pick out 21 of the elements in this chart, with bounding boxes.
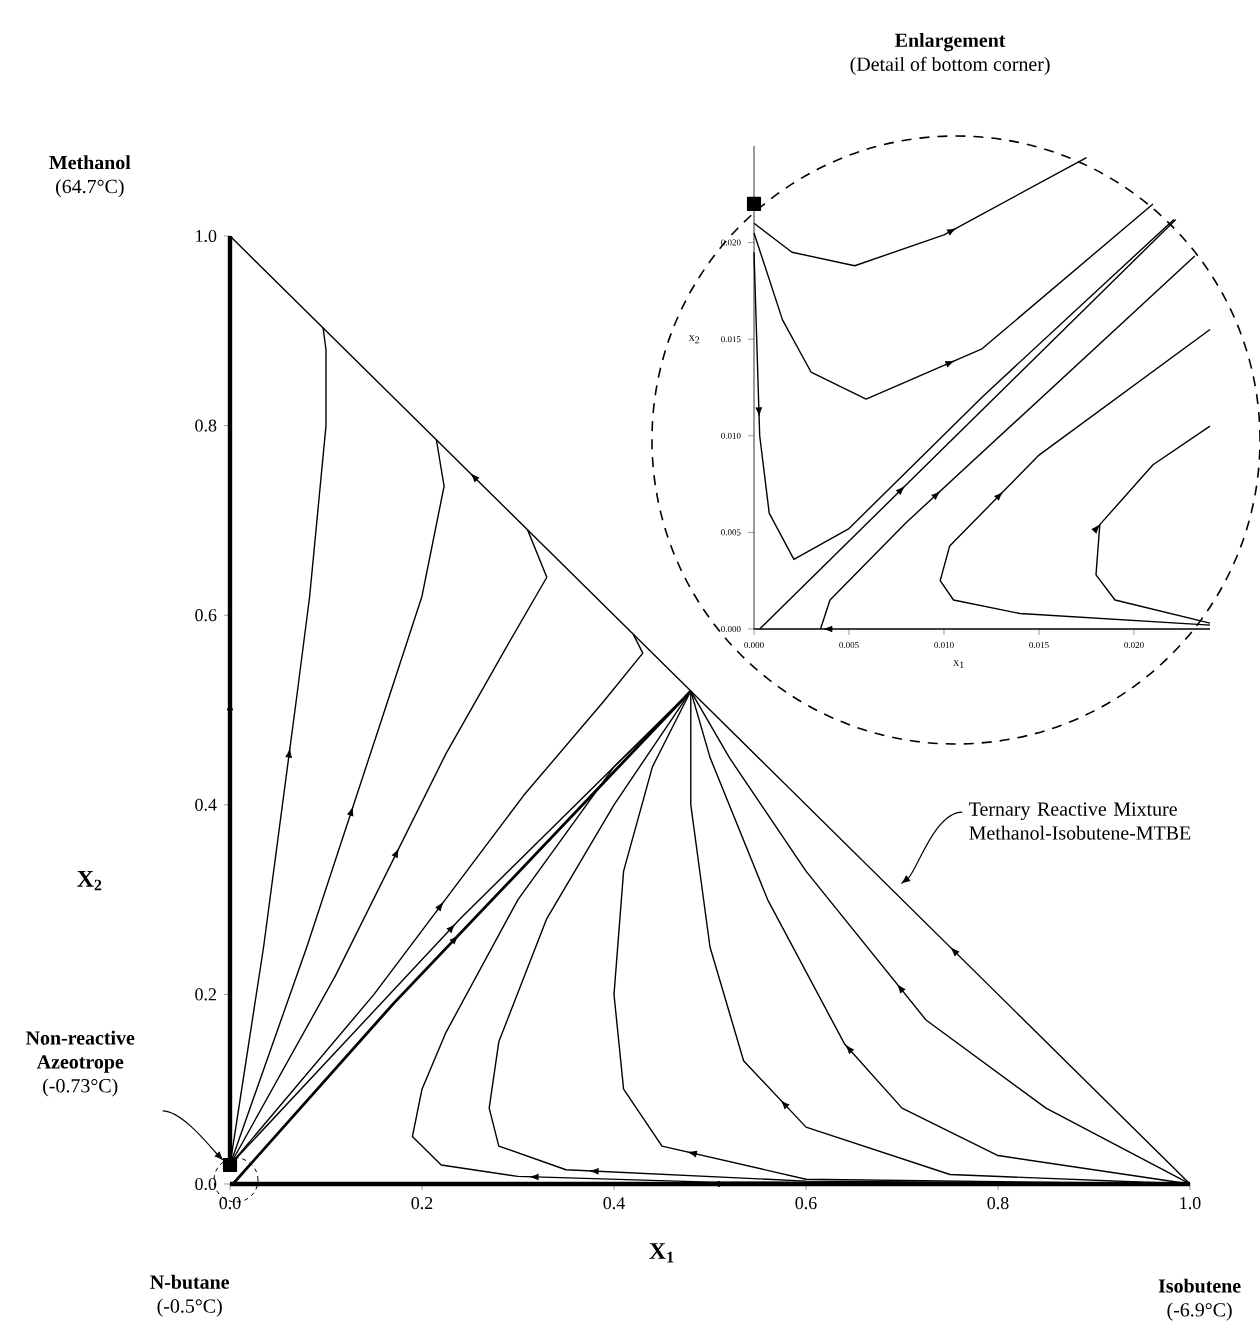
x-tick-label: 0.4 xyxy=(603,1197,625,1210)
x-tick-label: 0.2 xyxy=(411,1197,433,1210)
text: N-butane (-0.5°C) xyxy=(150,1274,230,1317)
y-tick-label: 1.0 xyxy=(196,229,217,243)
text: Methanol (64.7°C) xyxy=(49,155,131,198)
x-tick-label: 0.0 xyxy=(219,1197,241,1210)
y-tick-label: 0.6 xyxy=(195,609,217,622)
text: Non-reactive Azeotrope (-0.73°C) xyxy=(26,1030,135,1097)
text: Isobutene (-6.9°C) xyxy=(1158,1278,1241,1321)
y-tick-label: 0.0 xyxy=(195,1177,217,1191)
x-tick-label: 1.0 xyxy=(1180,1197,1201,1210)
annotation: Ternary Reactive Mixture Methanol-Isobutene-MTBE xyxy=(969,802,1191,840)
x-tick-label: 0.6 xyxy=(795,1197,817,1210)
chart-title: Enlargement xyxy=(895,32,1006,52)
y-axis-title: X$_{2}$ xyxy=(77,871,102,891)
x-tick-label: 0.8 xyxy=(987,1197,1009,1210)
y-tick-label: 0.8 xyxy=(195,419,217,432)
y-tick-label: 0.4 xyxy=(195,798,217,811)
y-tick-label: 0.2 xyxy=(195,988,216,1001)
x-axis-title: X$_{1}$ xyxy=(649,1243,674,1263)
chart-subtitle: (Detail of bottom corner) xyxy=(850,56,1050,75)
